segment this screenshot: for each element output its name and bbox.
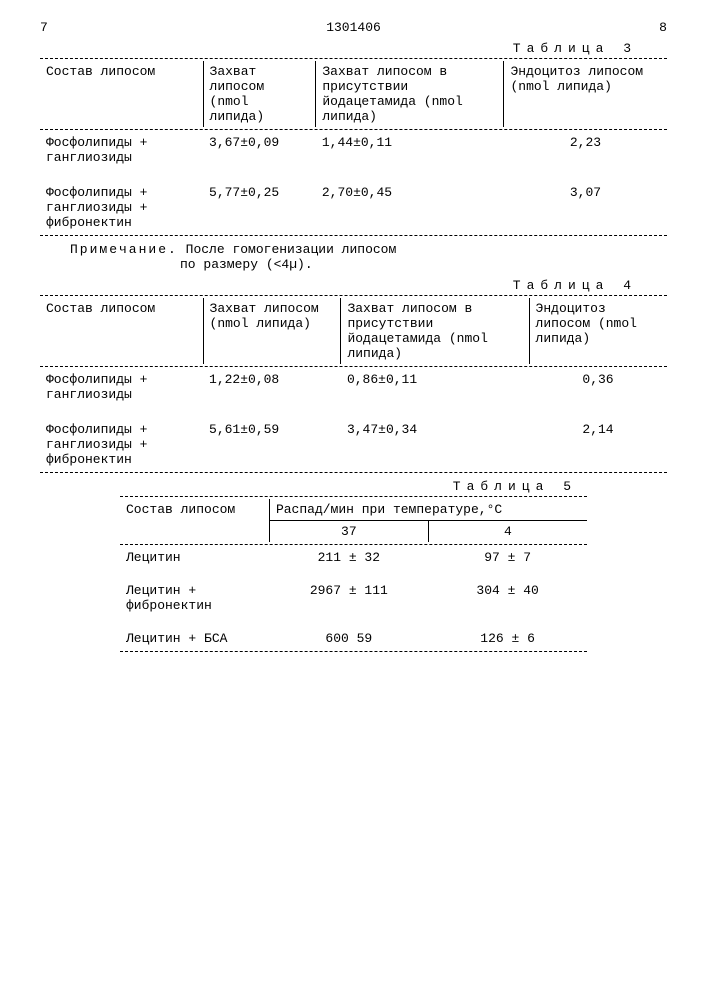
cell: 3,67±0,09 bbox=[203, 132, 316, 168]
divider bbox=[40, 235, 667, 236]
divider bbox=[40, 129, 667, 130]
cell: Фосфолипиды + ганглиозиды + фибронектин bbox=[40, 419, 203, 470]
cell: Фосфолипиды + ганглиозиды bbox=[40, 369, 203, 405]
table4-col2: Захват липосом (nmol липида) bbox=[203, 298, 341, 364]
table-row: Фосфолипиды + ганглиозиды + фибронектин … bbox=[40, 182, 667, 233]
cell: 2,70±0,45 bbox=[316, 182, 504, 233]
table-row: Лецитин + БСА 600 59 126 ± 6 bbox=[120, 628, 587, 649]
table5: Состав липосом Распад/мин при температур… bbox=[120, 499, 587, 542]
cell: 3,07 bbox=[504, 182, 667, 233]
table4-header-row: Состав липосом Захват липосом (nmol липи… bbox=[40, 298, 667, 364]
table5-header-row: Состав липосом Распад/мин при температур… bbox=[120, 499, 587, 521]
table-row: Лецитин 211 ± 32 97 ± 7 bbox=[120, 547, 587, 568]
table3-body: Фосфолипиды + ганглиозиды 3,67±0,09 1,44… bbox=[40, 132, 667, 233]
document-number: 1301406 bbox=[326, 20, 381, 35]
table3-col2: Захват липосом (nmol липида) bbox=[203, 61, 316, 127]
divider bbox=[40, 472, 667, 473]
divider bbox=[120, 651, 587, 652]
divider bbox=[40, 295, 667, 296]
table3-note-line2: по размеру (<4µ). bbox=[40, 257, 667, 272]
cell: 2,23 bbox=[504, 132, 667, 168]
table3-col4: Эндоцитоз липосом (nmol липида) bbox=[504, 61, 667, 127]
cell: 1,22±0,08 bbox=[203, 369, 341, 405]
cell: 1,44±0,11 bbox=[316, 132, 504, 168]
page-header: 7 1301406 8 bbox=[40, 20, 667, 35]
cell: 0,86±0,11 bbox=[341, 369, 529, 405]
table-row: Фосфолипиды + ганглиозиды 1,22±0,08 0,86… bbox=[40, 369, 667, 405]
divider bbox=[40, 366, 667, 367]
page-number-left: 7 bbox=[40, 20, 48, 35]
table-row: Лецитин + фибронектин 2967 ± 111 304 ± 4… bbox=[120, 580, 587, 616]
cell: 3,47±0,34 bbox=[341, 419, 529, 470]
table3-col3: Захват липосом в присутствии йодацетамид… bbox=[316, 61, 504, 127]
cell: 5,77±0,25 bbox=[203, 182, 316, 233]
table4-col1: Состав липосом bbox=[40, 298, 203, 364]
cell: 600 59 bbox=[269, 628, 428, 649]
note-text: После гомогенизации липосом bbox=[186, 242, 397, 257]
table4-body: Фосфолипиды + ганглиозиды 1,22±0,08 0,86… bbox=[40, 369, 667, 470]
cell: 126 ± 6 bbox=[428, 628, 587, 649]
cell: Лецитин bbox=[120, 547, 269, 568]
table3-header-row: Состав липосом Захват липосом (nmol липи… bbox=[40, 61, 667, 127]
table4-col4: Эндоцитоз липосом (nmol липида) bbox=[529, 298, 667, 364]
divider bbox=[120, 544, 587, 545]
cell: 97 ± 7 bbox=[428, 547, 587, 568]
table3: Состав липосом Захват липосом (nmol липи… bbox=[40, 61, 667, 127]
table5-label: Таблица 5 bbox=[120, 479, 587, 494]
table4: Состав липосом Захват липосом (nmol липи… bbox=[40, 298, 667, 364]
table5-col2: Распад/мин при температуре,°С bbox=[269, 499, 587, 521]
table4-col3: Захват липосом в присутствии йодацетамид… bbox=[341, 298, 529, 364]
cell: Фосфолипиды + ганглиозиды + фибронектин bbox=[40, 182, 203, 233]
divider bbox=[120, 496, 587, 497]
cell: 2967 ± 111 bbox=[269, 580, 428, 616]
table3-note: Примечание. После гомогенизации липосом bbox=[40, 242, 667, 257]
table-row: Фосфолипиды + ганглиозиды + фибронектин … bbox=[40, 419, 667, 470]
divider bbox=[40, 58, 667, 59]
table5-sub2: 4 bbox=[428, 521, 587, 543]
table-row: Фосфолипиды + ганглиозиды 3,67±0,09 1,44… bbox=[40, 132, 667, 168]
cell: Лецитин + фибронектин bbox=[120, 580, 269, 616]
table3-col1: Состав липосом bbox=[40, 61, 203, 127]
cell: 304 ± 40 bbox=[428, 580, 587, 616]
cell: 2,14 bbox=[529, 419, 667, 470]
table4-label: Таблица 4 bbox=[40, 278, 667, 293]
table5-col1: Состав липосом bbox=[120, 499, 269, 542]
note-label: Примечание. bbox=[70, 242, 178, 257]
cell: Фосфолипиды + ганглиозиды bbox=[40, 132, 203, 168]
cell: 211 ± 32 bbox=[269, 547, 428, 568]
table3-label: Таблица 3 bbox=[40, 41, 667, 56]
cell: 5,61±0,59 bbox=[203, 419, 341, 470]
cell: Лецитин + БСА bbox=[120, 628, 269, 649]
cell: 0,36 bbox=[529, 369, 667, 405]
table5-body: Лецитин 211 ± 32 97 ± 7 Лецитин + фиброн… bbox=[120, 547, 587, 649]
table5-sub1: 37 bbox=[269, 521, 428, 543]
page-number-right: 8 bbox=[659, 20, 667, 35]
